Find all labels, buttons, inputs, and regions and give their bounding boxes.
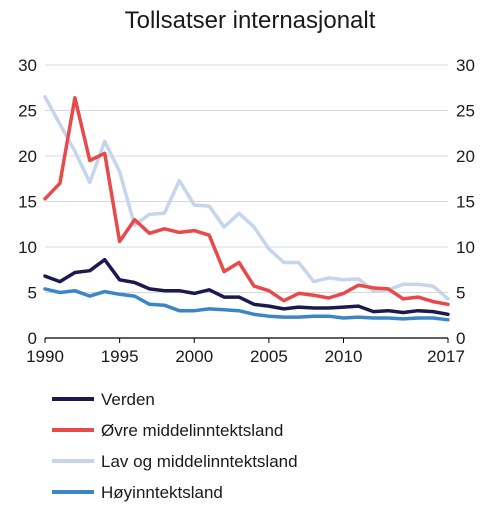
y-tick-label-left: 30 [18,56,37,75]
legend-label: Lav og middelinntektsland [101,452,298,471]
y-tick-label-right: 5 [456,284,465,303]
x-tick-label: 2017 [427,347,465,366]
y-tick-label-right: 0 [456,329,465,348]
grid [45,64,448,339]
y-tick-label-left: 5 [28,284,37,303]
axes: 0 0 5 5 10 10 15 15 20 20 25 25 30 30 1990 1995 2000 2005… [18,56,475,366]
series-line-0 [43,257,450,317]
y-tick-label-left: 15 [18,193,37,212]
x-tick-label: 1990 [26,347,64,366]
series-line-1 [43,96,450,307]
y-tick-label-right: 30 [456,56,475,75]
y-tick-label-left: 25 [18,102,37,121]
x-tick-label: 2010 [325,347,363,366]
y-tick-label-right: 20 [456,147,475,166]
legend-label: Verden [101,390,155,409]
chart-title: Tollsatser internasjonalt [125,7,376,34]
y-tick-label-right: 15 [456,193,475,212]
legend-label: Høyinntektsland [101,483,223,502]
y-tick-label-left: 20 [18,147,37,166]
series-lines [43,95,450,322]
legend-label: Øvre middelinntektsland [101,421,283,440]
y-tick-label-right: 10 [456,238,475,257]
x-tick-label: 2000 [175,347,213,366]
series-line-3 [43,287,450,322]
y-tick-label-left: 10 [18,238,37,257]
y-tick-label-right: 25 [456,102,475,121]
series-line-2 [43,95,450,301]
x-tick-label: 1995 [101,347,139,366]
y-tick-label-left: 0 [28,329,37,348]
x-tick-label: 2005 [250,347,288,366]
legend: Verden Øvre middelinntektsland Lav og midd… [52,390,298,502]
